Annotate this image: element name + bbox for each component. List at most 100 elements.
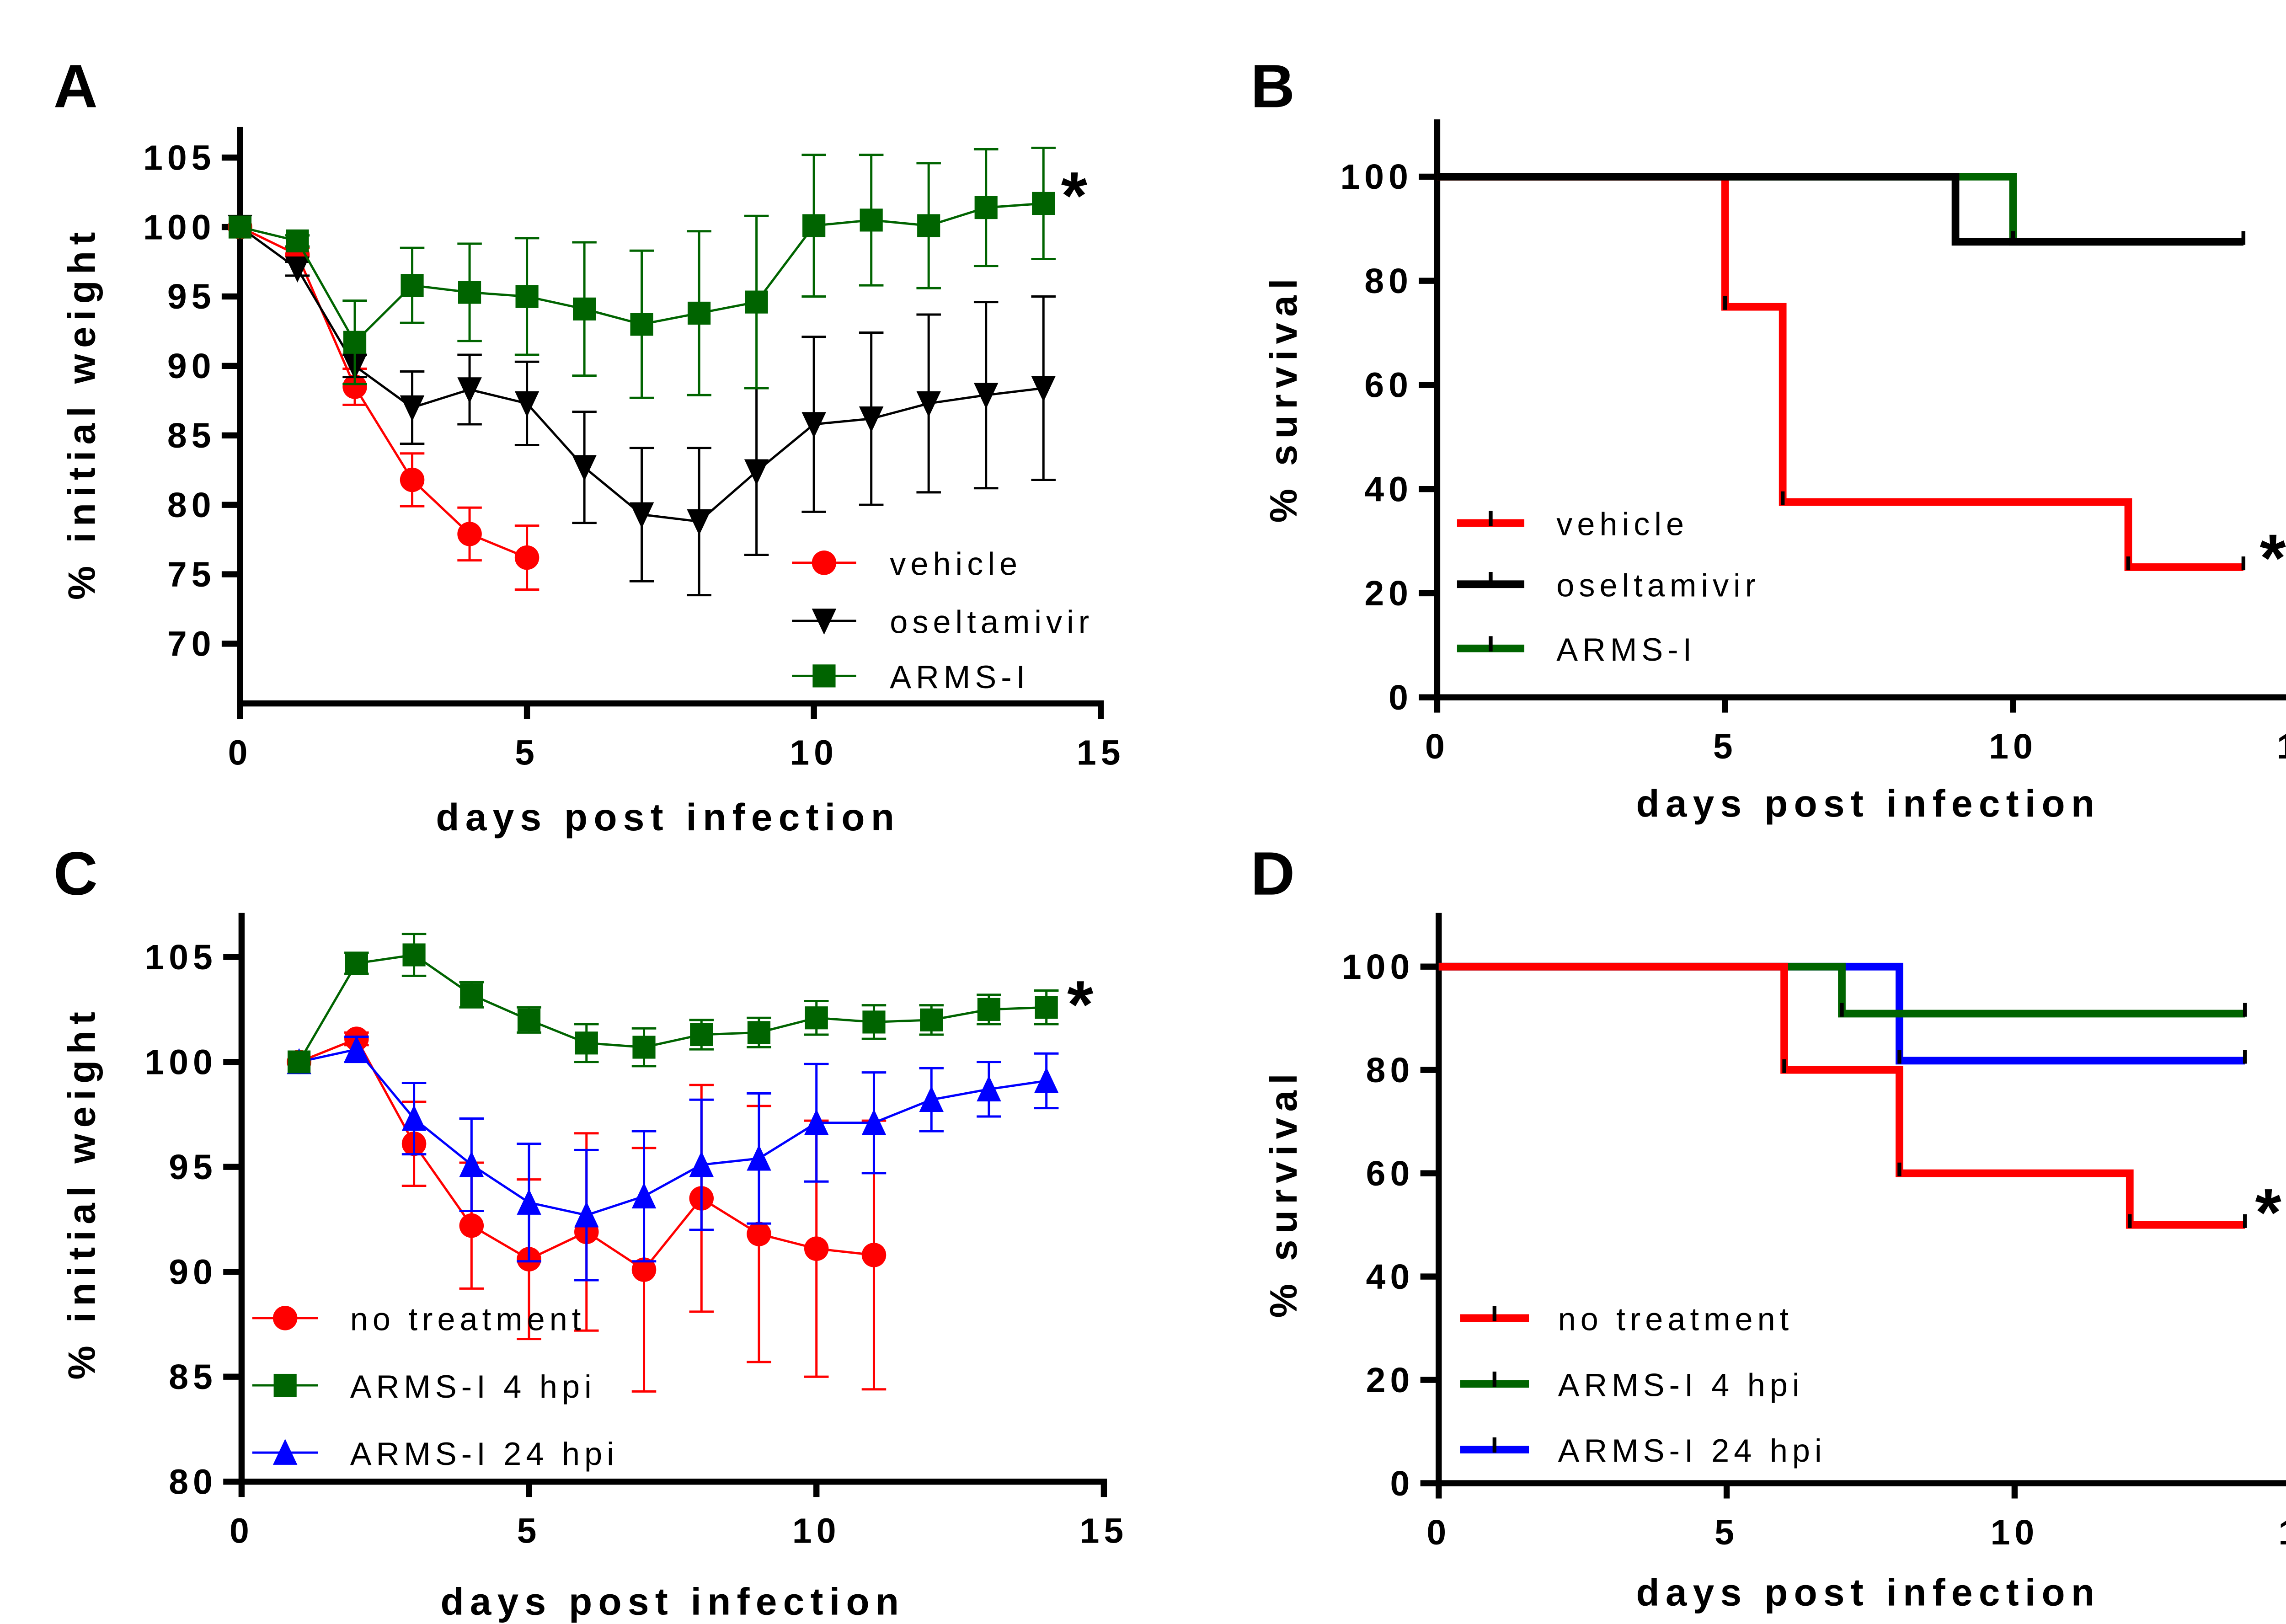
legend-label: oseltamivir	[1556, 567, 1760, 603]
x-tick-label: 5	[1713, 727, 1737, 766]
data-point	[286, 229, 309, 253]
legend-item: ARMS-I 24 hpi	[252, 1436, 619, 1472]
data-point	[973, 383, 999, 409]
legend-label: ARMS-I 24 hpi	[1558, 1432, 1827, 1469]
data-point	[402, 943, 426, 967]
y-tick-label: 105	[144, 938, 217, 977]
x-tick-label: 15	[1080, 1511, 1128, 1550]
x-tick-label: 10	[1989, 727, 2037, 766]
y-tick-label: 80	[1366, 1051, 1415, 1090]
legend-marker	[273, 1373, 297, 1397]
data-point	[400, 395, 425, 422]
series-arms-i-4-hpi	[288, 933, 1059, 1074]
x-tick-label: 0	[1426, 1513, 1451, 1552]
data-point	[1035, 996, 1058, 1019]
data-point	[572, 455, 597, 481]
y-tick-label: 100	[1342, 947, 1414, 987]
data-point	[977, 998, 1001, 1021]
data-point	[916, 391, 941, 417]
series-oseltamivir	[228, 214, 1056, 597]
data-point	[747, 1144, 771, 1171]
x-tick-label: 15	[2277, 727, 2286, 766]
y-tick-label: 0	[1390, 1464, 1414, 1503]
data-point	[687, 509, 711, 535]
y-tick-label: 60	[1364, 366, 1413, 405]
survival-line	[1437, 173, 2243, 246]
data-point	[632, 1036, 656, 1059]
legend-marker	[812, 664, 836, 688]
data-point	[629, 502, 654, 529]
legend-label: ARMS-I 4 hpi	[350, 1368, 596, 1405]
y-tick-label: 60	[1366, 1154, 1415, 1193]
legend-item: no treatment	[1460, 1301, 1794, 1337]
data-point	[689, 1151, 714, 1177]
data-point	[514, 391, 539, 417]
data-point	[804, 1109, 829, 1135]
y-tick-label: 85	[167, 416, 216, 455]
data-point	[573, 297, 596, 321]
y-tick-label: 100	[143, 208, 215, 247]
y-tick-label: 80	[169, 1462, 217, 1501]
data-point	[747, 1222, 771, 1246]
legend-label: oseltamivir	[890, 604, 1094, 640]
series-arms-i-24-hpi	[287, 1035, 1059, 1282]
legend-item: ARMS-I 4 hpi	[252, 1368, 596, 1405]
x-axis-label: days post infection	[440, 1580, 905, 1623]
x-tick-label: 0	[1425, 727, 1449, 766]
data-point	[744, 459, 769, 486]
panel-letter: C	[53, 840, 98, 908]
panel-letter: D	[1250, 840, 1295, 908]
y-tick-label: 100	[1341, 157, 1413, 197]
panel-letter: A	[53, 52, 98, 120]
x-tick-label: 15	[2278, 1513, 2286, 1552]
data-point	[574, 1201, 599, 1228]
data-point	[631, 1182, 657, 1209]
significance-asterisk: *	[2260, 521, 2286, 596]
y-tick-label: 100	[144, 1042, 217, 1082]
data-point	[459, 1151, 484, 1177]
y-axis-label: % initial weight	[60, 226, 103, 600]
y-tick-label: 90	[167, 347, 216, 386]
legend-label: no treatment	[350, 1301, 586, 1337]
legend-label: vehicle	[1556, 506, 1688, 542]
y-tick-label: 85	[169, 1357, 217, 1397]
data-point	[514, 545, 539, 570]
legend-label: ARMS-I 24 hpi	[350, 1436, 619, 1472]
significance-asterisk: *	[1067, 967, 1094, 1042]
data-point	[400, 467, 425, 492]
data-point	[805, 1006, 828, 1030]
legend-marker	[272, 1306, 298, 1330]
legend-item: oseltamivir	[792, 604, 1094, 640]
panel-d: D 0 5 10 15 0 20 40 60 80 100 days post infection % …	[1250, 840, 2286, 1614]
data-point	[747, 1021, 771, 1044]
data-point	[342, 374, 367, 399]
y-tick-label: 95	[167, 277, 216, 316]
x-axis-label: days post infection	[1636, 782, 2101, 825]
data-point	[861, 1243, 887, 1267]
data-point	[977, 1075, 1001, 1102]
legend-item: oseltamivir	[1457, 567, 1760, 603]
data-point	[401, 1105, 427, 1131]
data-point	[688, 301, 711, 325]
x-axis-label: days post infection	[1636, 1571, 2101, 1614]
data-point	[345, 951, 368, 975]
legend-label: ARMS-I 4 hpi	[1558, 1367, 1804, 1403]
data-point	[690, 1023, 713, 1047]
data-point	[517, 1189, 541, 1215]
data-point	[458, 281, 481, 304]
data-point	[802, 214, 826, 237]
significance-asterisk: *	[1061, 159, 1088, 234]
y-tick-label: 40	[1366, 1257, 1415, 1297]
legend-marker	[812, 550, 837, 575]
data-point	[920, 1008, 943, 1031]
data-point	[1031, 376, 1056, 402]
data-point	[1034, 1067, 1059, 1093]
legend-label: no treatment	[1558, 1301, 1794, 1337]
y-tick-label: 20	[1364, 574, 1413, 613]
legend-label: ARMS-I	[1556, 631, 1696, 668]
data-point	[285, 256, 310, 283]
data-point	[804, 1236, 829, 1261]
legend-marker	[812, 609, 837, 635]
series-vehicle	[228, 214, 539, 591]
significance-asterisk: *	[2255, 1175, 2282, 1250]
